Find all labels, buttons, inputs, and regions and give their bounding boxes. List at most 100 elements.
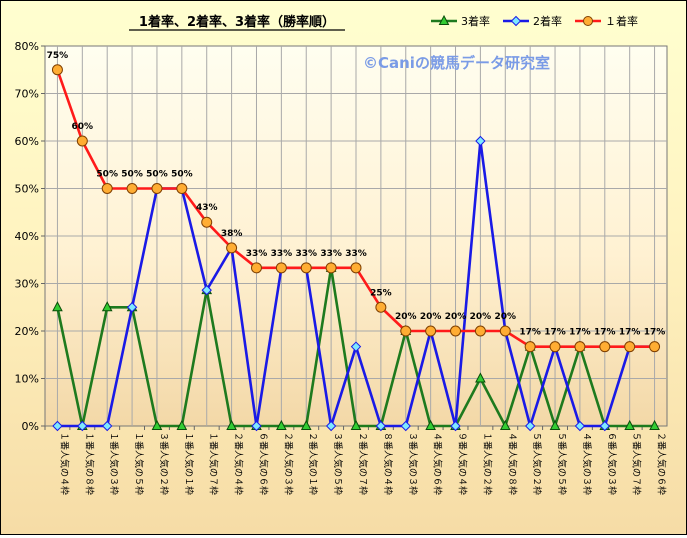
data-label: 33% [320,249,342,259]
y-tick-label: 30% [15,278,39,291]
x-tick-label: １番人気の７枠 [208,432,220,495]
data-label: 50% [146,170,168,180]
data-point [276,419,287,430]
legend-marker [510,15,522,27]
x-tick-label: １番人気の３枠 [108,432,120,495]
data-point [325,420,337,432]
data-label: 50% [121,170,143,180]
data-point [549,419,561,430]
data-point [300,419,312,430]
data-point [226,419,237,430]
x-tick-label: ２番人気の３枠 [282,432,294,495]
data-label: 33% [345,249,367,259]
data-point [475,372,486,383]
x-tick-label: １番人気の２枠 [481,432,493,495]
data-point [599,420,611,432]
data-point [350,341,362,352]
y-tick-label: 20% [15,325,39,338]
data-point [400,325,412,337]
data-point [275,262,287,274]
x-tick-label: ５番人気の２枠 [531,432,543,495]
data-point [425,325,437,337]
data-label: 38% [221,229,243,239]
data-label: 33% [295,249,317,259]
data-point [176,419,188,430]
data-point [325,262,337,274]
x-tick-label: ２番人気の１枠 [307,432,319,495]
data-label: 17% [619,328,641,338]
data-point [624,419,636,430]
legend-label: 2着率 [533,14,562,28]
data-point [450,325,462,337]
x-tick-label: １番人気の１枠 [183,432,195,495]
chart-title: 1着率、2着率、3着率（勝率順） [139,14,335,30]
data-label: 43% [196,203,218,213]
data-point [201,284,212,296]
data-point [52,420,63,432]
data-point [350,262,362,274]
data-label: 17% [544,328,566,338]
data-point [649,419,660,430]
watermark-text: ©Caniの競馬データ研究室 [363,54,550,72]
data-point [649,341,661,353]
data-point [126,302,138,313]
x-tick-label: ５番人気の７枠 [631,432,643,495]
data-point [77,420,88,432]
legend-marker [438,14,450,25]
x-tick-label: ８番人気の４枠 [382,432,394,495]
data-point [624,341,636,353]
data-point [524,420,536,432]
x-tick-label: １番人気の８枠 [83,432,95,495]
data-label: 17% [569,328,591,338]
legend-item: １着率 [575,14,638,28]
data-point [201,216,213,228]
data-point [101,301,113,312]
data-label: 17% [594,328,616,338]
legend-item: 2着率 [503,14,562,28]
legend-item: 3着率 [431,14,490,28]
data-point [375,301,387,313]
x-tick-label: ６番人気の３枠 [606,432,618,495]
y-tick-label: 60% [15,135,39,148]
data-point [425,419,436,430]
legend-label: 3着率 [461,14,490,28]
data-label: 20% [470,312,492,322]
data-point [176,183,188,194]
data-point [375,420,387,432]
data-point [226,242,238,254]
data-point [350,419,362,430]
data-point [126,183,138,194]
y-tick-label: 0% [22,420,39,433]
data-point [574,341,586,353]
data-label: 20% [445,312,467,322]
data-point [76,135,88,147]
data-point [499,325,511,337]
x-tick-label: ３番人気の２枠 [158,432,170,495]
data-label: 50% [96,170,118,180]
data-point [251,420,262,432]
data-point [400,420,411,432]
data-point [51,64,63,76]
y-tick-label: 70% [15,88,39,101]
data-label: 33% [246,249,268,259]
data-point [499,419,511,430]
y-tick-label: 80% [15,40,39,53]
x-tick-label: １番人気の４枠 [58,432,70,495]
x-tick-label: ２番人気の７枠 [357,432,369,495]
y-tick-label: 50% [15,183,39,196]
data-point [549,341,561,353]
data-label: 50% [171,170,193,180]
data-point [450,420,461,432]
data-label: 33% [271,249,293,259]
y-tick-label: 40% [15,230,39,243]
x-tick-label: ３番人気の３枠 [407,432,419,495]
x-tick-label: ２番人気の４枠 [233,432,245,495]
data-label: 25% [370,288,392,298]
series-3: 75%60%50% 50% 50% 50%43%38%33% 33% 33% 33% 33%2… [47,51,666,353]
data-label: 20% [395,312,417,322]
data-point [52,301,63,312]
data-point [300,262,312,274]
data-label: 17% [644,328,666,338]
